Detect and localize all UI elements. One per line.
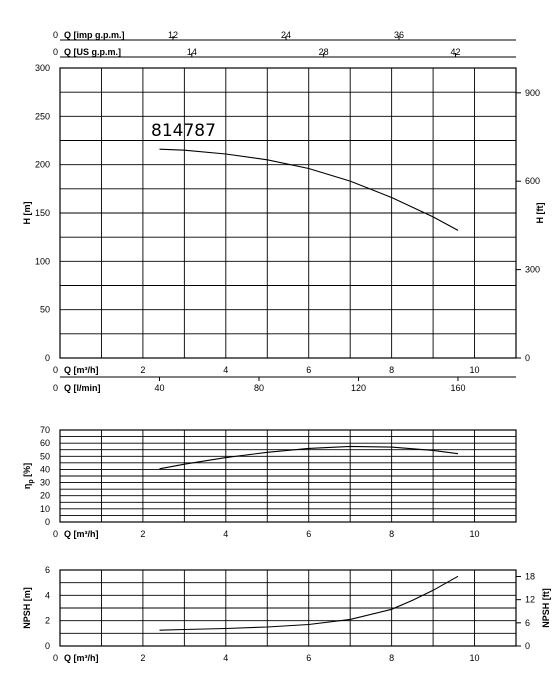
grid-head xyxy=(59,67,517,359)
x-tick-label: 8 xyxy=(389,529,394,539)
y-tick-label: 6 xyxy=(45,565,50,575)
x-axis-lmin-tick-label: 40 xyxy=(154,383,164,393)
y-tick-label: 100 xyxy=(35,256,50,266)
top-axis-us-tick-label: 42 xyxy=(450,47,460,57)
y-right-tick-label: 600 xyxy=(525,176,540,186)
efficiency-curve xyxy=(159,445,459,470)
plot-frame-efficiency xyxy=(59,429,517,523)
x-tick-label: 6 xyxy=(306,653,311,663)
y-axis-label: H [m] xyxy=(22,202,32,225)
x-tick-label: 4 xyxy=(223,365,228,375)
x-axis-lmin-label: Q [l/min] xyxy=(64,383,101,393)
x-tick-label: 2 xyxy=(140,653,145,663)
plot-frame-npsh xyxy=(59,569,517,647)
x-axis-lmin-tick-label: 80 xyxy=(254,383,264,393)
y-axis-label: NPSH [m] xyxy=(22,587,32,629)
top-axis-us-tick-label: 14 xyxy=(187,47,197,57)
x-tick-label: 4 xyxy=(223,529,228,539)
top-axis-imp-tick-label: 24 xyxy=(281,30,291,40)
efficiency-subscript: p xyxy=(28,479,35,483)
plot-frame-head xyxy=(59,67,517,359)
x-tick-label: 10 xyxy=(470,653,480,663)
top-axis-imp-tick-label: 36 xyxy=(394,30,404,40)
top-axis-imp-zero: 0 xyxy=(53,30,58,40)
head-curve xyxy=(159,148,459,231)
y-tick-label: 2 xyxy=(45,616,50,626)
y-tick-label: 50 xyxy=(40,305,50,315)
top-axis-us-zero: 0 xyxy=(53,47,58,57)
y-tick-label: 60 xyxy=(40,438,50,448)
x-axis-lmin-zero: 0 xyxy=(53,383,58,393)
x-tick-label: 2 xyxy=(140,529,145,539)
x-axis-m3h-label: Q [m³/h] xyxy=(64,365,99,375)
y-tick-label: 200 xyxy=(35,160,50,170)
y-tick-label: 30 xyxy=(40,478,50,488)
y-right-tick-label: 0 xyxy=(525,641,530,651)
y-tick-label: 4 xyxy=(45,590,50,600)
y-right-tick-label: 12 xyxy=(525,595,535,605)
x-tick-label: 0 xyxy=(53,653,58,663)
y-tick-label: 70 xyxy=(40,425,50,435)
x-axis-m3h-zero: 0 xyxy=(53,365,58,375)
grid-efficiency xyxy=(59,429,517,523)
grid-npsh xyxy=(59,569,517,647)
efficiency-symbol: η xyxy=(22,484,32,490)
y-tick-label: 50 xyxy=(40,451,50,461)
x-tick-label: 0 xyxy=(53,529,58,539)
x-tick-label: 8 xyxy=(389,365,394,375)
y-tick-label: 10 xyxy=(40,504,50,514)
pump-model-label: 814787 xyxy=(151,121,216,141)
top-axis-imp-tick-label: 12 xyxy=(168,30,178,40)
x-axis-label: Q [m³/h] xyxy=(64,653,99,663)
efficiency-axis-label: ηp [%] xyxy=(22,463,35,489)
y-right-axis-label: H [ft] xyxy=(535,203,545,224)
efficiency-unit: [%] xyxy=(22,463,32,480)
y-tick-label: 0 xyxy=(45,353,50,363)
x-axis-lmin-tick-label: 160 xyxy=(450,383,465,393)
y-right-tick-label: 900 xyxy=(525,88,540,98)
y-tick-label: 0 xyxy=(45,517,50,527)
y-tick-label: 40 xyxy=(40,464,50,474)
y-right-axis-label: NPSH [ft] xyxy=(541,588,551,628)
y-tick-label: 300 xyxy=(35,63,50,73)
y-right-tick-label: 6 xyxy=(525,618,530,628)
y-tick-label: 20 xyxy=(40,491,50,501)
top-axis-imp-label: Q [imp g.p.m.] xyxy=(64,30,125,40)
y-right-tick-label: 18 xyxy=(525,572,535,582)
y-tick-label: 150 xyxy=(35,208,50,218)
x-axis-label: Q [m³/h] xyxy=(64,529,99,539)
top-axis-us-tick-label: 28 xyxy=(319,47,329,57)
x-tick-label: 10 xyxy=(470,529,480,539)
x-tick-label: 10 xyxy=(470,365,480,375)
y-tick-label: 0 xyxy=(45,641,50,651)
y-right-tick-label: 0 xyxy=(525,353,530,363)
y-tick-label: 250 xyxy=(35,111,50,121)
x-tick-label: 6 xyxy=(306,529,311,539)
x-tick-label: 4 xyxy=(223,653,228,663)
x-axis-lmin-tick-label: 120 xyxy=(351,383,366,393)
x-tick-label: 6 xyxy=(306,365,311,375)
npsh-curve xyxy=(159,575,459,631)
x-tick-label: 8 xyxy=(389,653,394,663)
top-axis-us-label: Q [US g.p.m.] xyxy=(64,47,121,57)
y-right-tick-label: 300 xyxy=(525,265,540,275)
x-tick-label: 2 xyxy=(140,365,145,375)
